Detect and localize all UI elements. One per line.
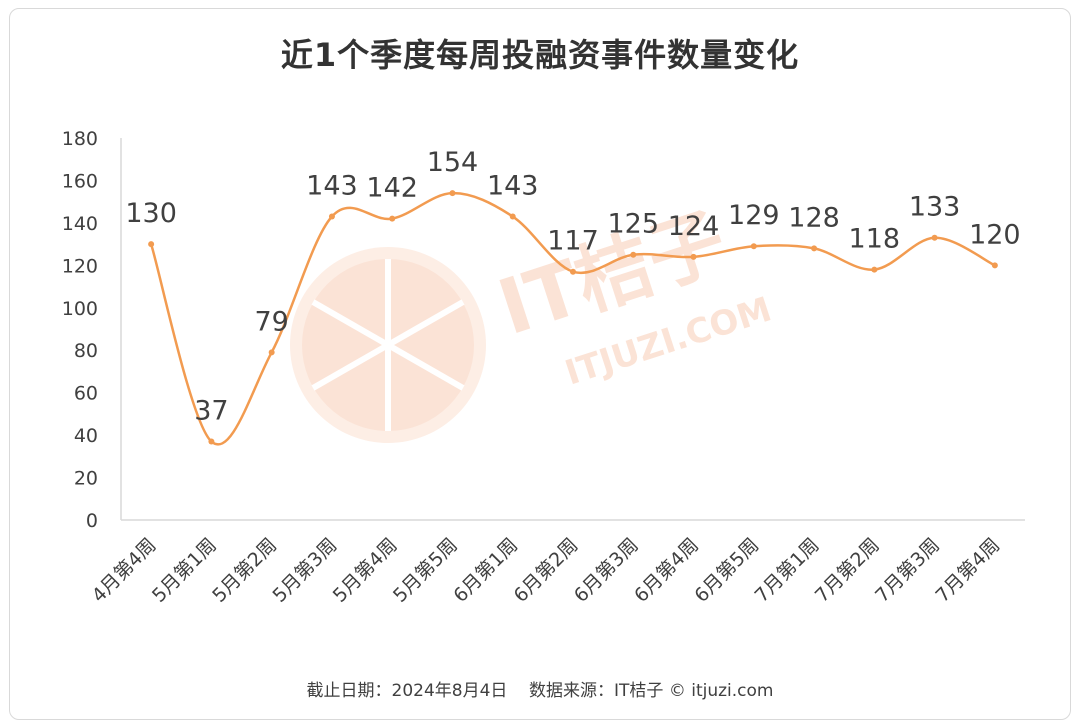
data-labels: 130 37 79 143 142 154 143 117 125 124 129 128 118 133… <box>125 147 1020 426</box>
data-point <box>690 253 697 260</box>
data-point <box>509 213 516 220</box>
y-tick-label: 100 <box>62 298 98 320</box>
data-label: 130 <box>125 198 177 229</box>
y-tick-label: 140 <box>62 213 98 235</box>
data-label: 142 <box>366 173 418 204</box>
x-tick-label: 5月第3周 <box>269 534 342 607</box>
y-tick-label: 0 <box>86 510 98 532</box>
data-label: 120 <box>969 219 1021 250</box>
data-label: 143 <box>487 171 539 202</box>
series-line <box>149 191 996 446</box>
x-tick-label: 5月第2周 <box>208 534 281 607</box>
data-label: 118 <box>849 224 901 255</box>
y-tick-label: 20 <box>74 468 98 490</box>
chart-card <box>9 8 1071 720</box>
x-tick-label: 6月第5周 <box>690 534 763 607</box>
data-label: 124 <box>668 211 720 242</box>
series-markers <box>148 190 998 445</box>
x-tick-label: 6月第4周 <box>630 534 703 607</box>
data-point <box>328 213 335 220</box>
data-point <box>268 349 275 356</box>
data-point <box>208 438 215 445</box>
watermark-orange-segments <box>311 259 465 431</box>
x-tick-label: 7月第1周 <box>751 534 824 607</box>
y-tick-label: 180 <box>62 128 98 150</box>
x-tick-label: 4月第4周 <box>88 534 161 607</box>
y-tick-label: 120 <box>62 255 98 277</box>
data-point <box>570 268 576 275</box>
data-point <box>630 251 637 258</box>
x-axis: 4月第4周5月第1周5月第2周5月第3周5月第4周5月第5周6月第1周6月第2周… <box>88 534 1005 607</box>
x-tick-label: 7月第2周 <box>811 534 884 607</box>
data-label: 128 <box>788 202 840 233</box>
data-point <box>449 190 456 197</box>
data-point <box>931 234 938 241</box>
chart-title: 近1个季度每周投融资事件数量变化 <box>280 36 800 74</box>
x-tick-label: 6月第3周 <box>570 534 643 607</box>
data-label: 154 <box>427 147 479 178</box>
x-tick-label: 7月第3周 <box>871 534 944 607</box>
x-tick-label: 5月第4周 <box>329 534 402 607</box>
data-point <box>750 243 757 250</box>
y-tick-label: 40 <box>74 425 98 447</box>
y-tick-label: 60 <box>74 383 98 405</box>
footer-source: 截止日期：2024年8月4日 数据来源：IT桔子 © itjuzi.com <box>306 681 774 701</box>
data-label: 37 <box>194 395 228 426</box>
data-label: 117 <box>547 226 599 257</box>
x-tick-label: 7月第4周 <box>931 534 1004 607</box>
x-tick-label: 6月第1周 <box>449 534 522 607</box>
y-axis: 0 20 40 60 80 100 120 140 160 180 <box>62 128 98 532</box>
data-label: 79 <box>254 306 288 337</box>
x-tick-label: 6月第2周 <box>510 534 583 607</box>
data-point <box>991 262 998 269</box>
x-tick-label: 5月第1周 <box>148 534 221 607</box>
x-tick-label: 5月第5周 <box>389 534 462 607</box>
data-label: 125 <box>607 209 659 240</box>
y-tick-label: 160 <box>62 170 98 192</box>
data-point <box>148 241 155 248</box>
data-point <box>389 215 396 222</box>
data-point <box>811 245 818 252</box>
data-point <box>871 266 878 273</box>
data-label: 143 <box>306 171 358 202</box>
y-tick-label: 80 <box>74 340 98 362</box>
data-label: 129 <box>728 200 780 231</box>
data-label: 133 <box>909 192 961 223</box>
